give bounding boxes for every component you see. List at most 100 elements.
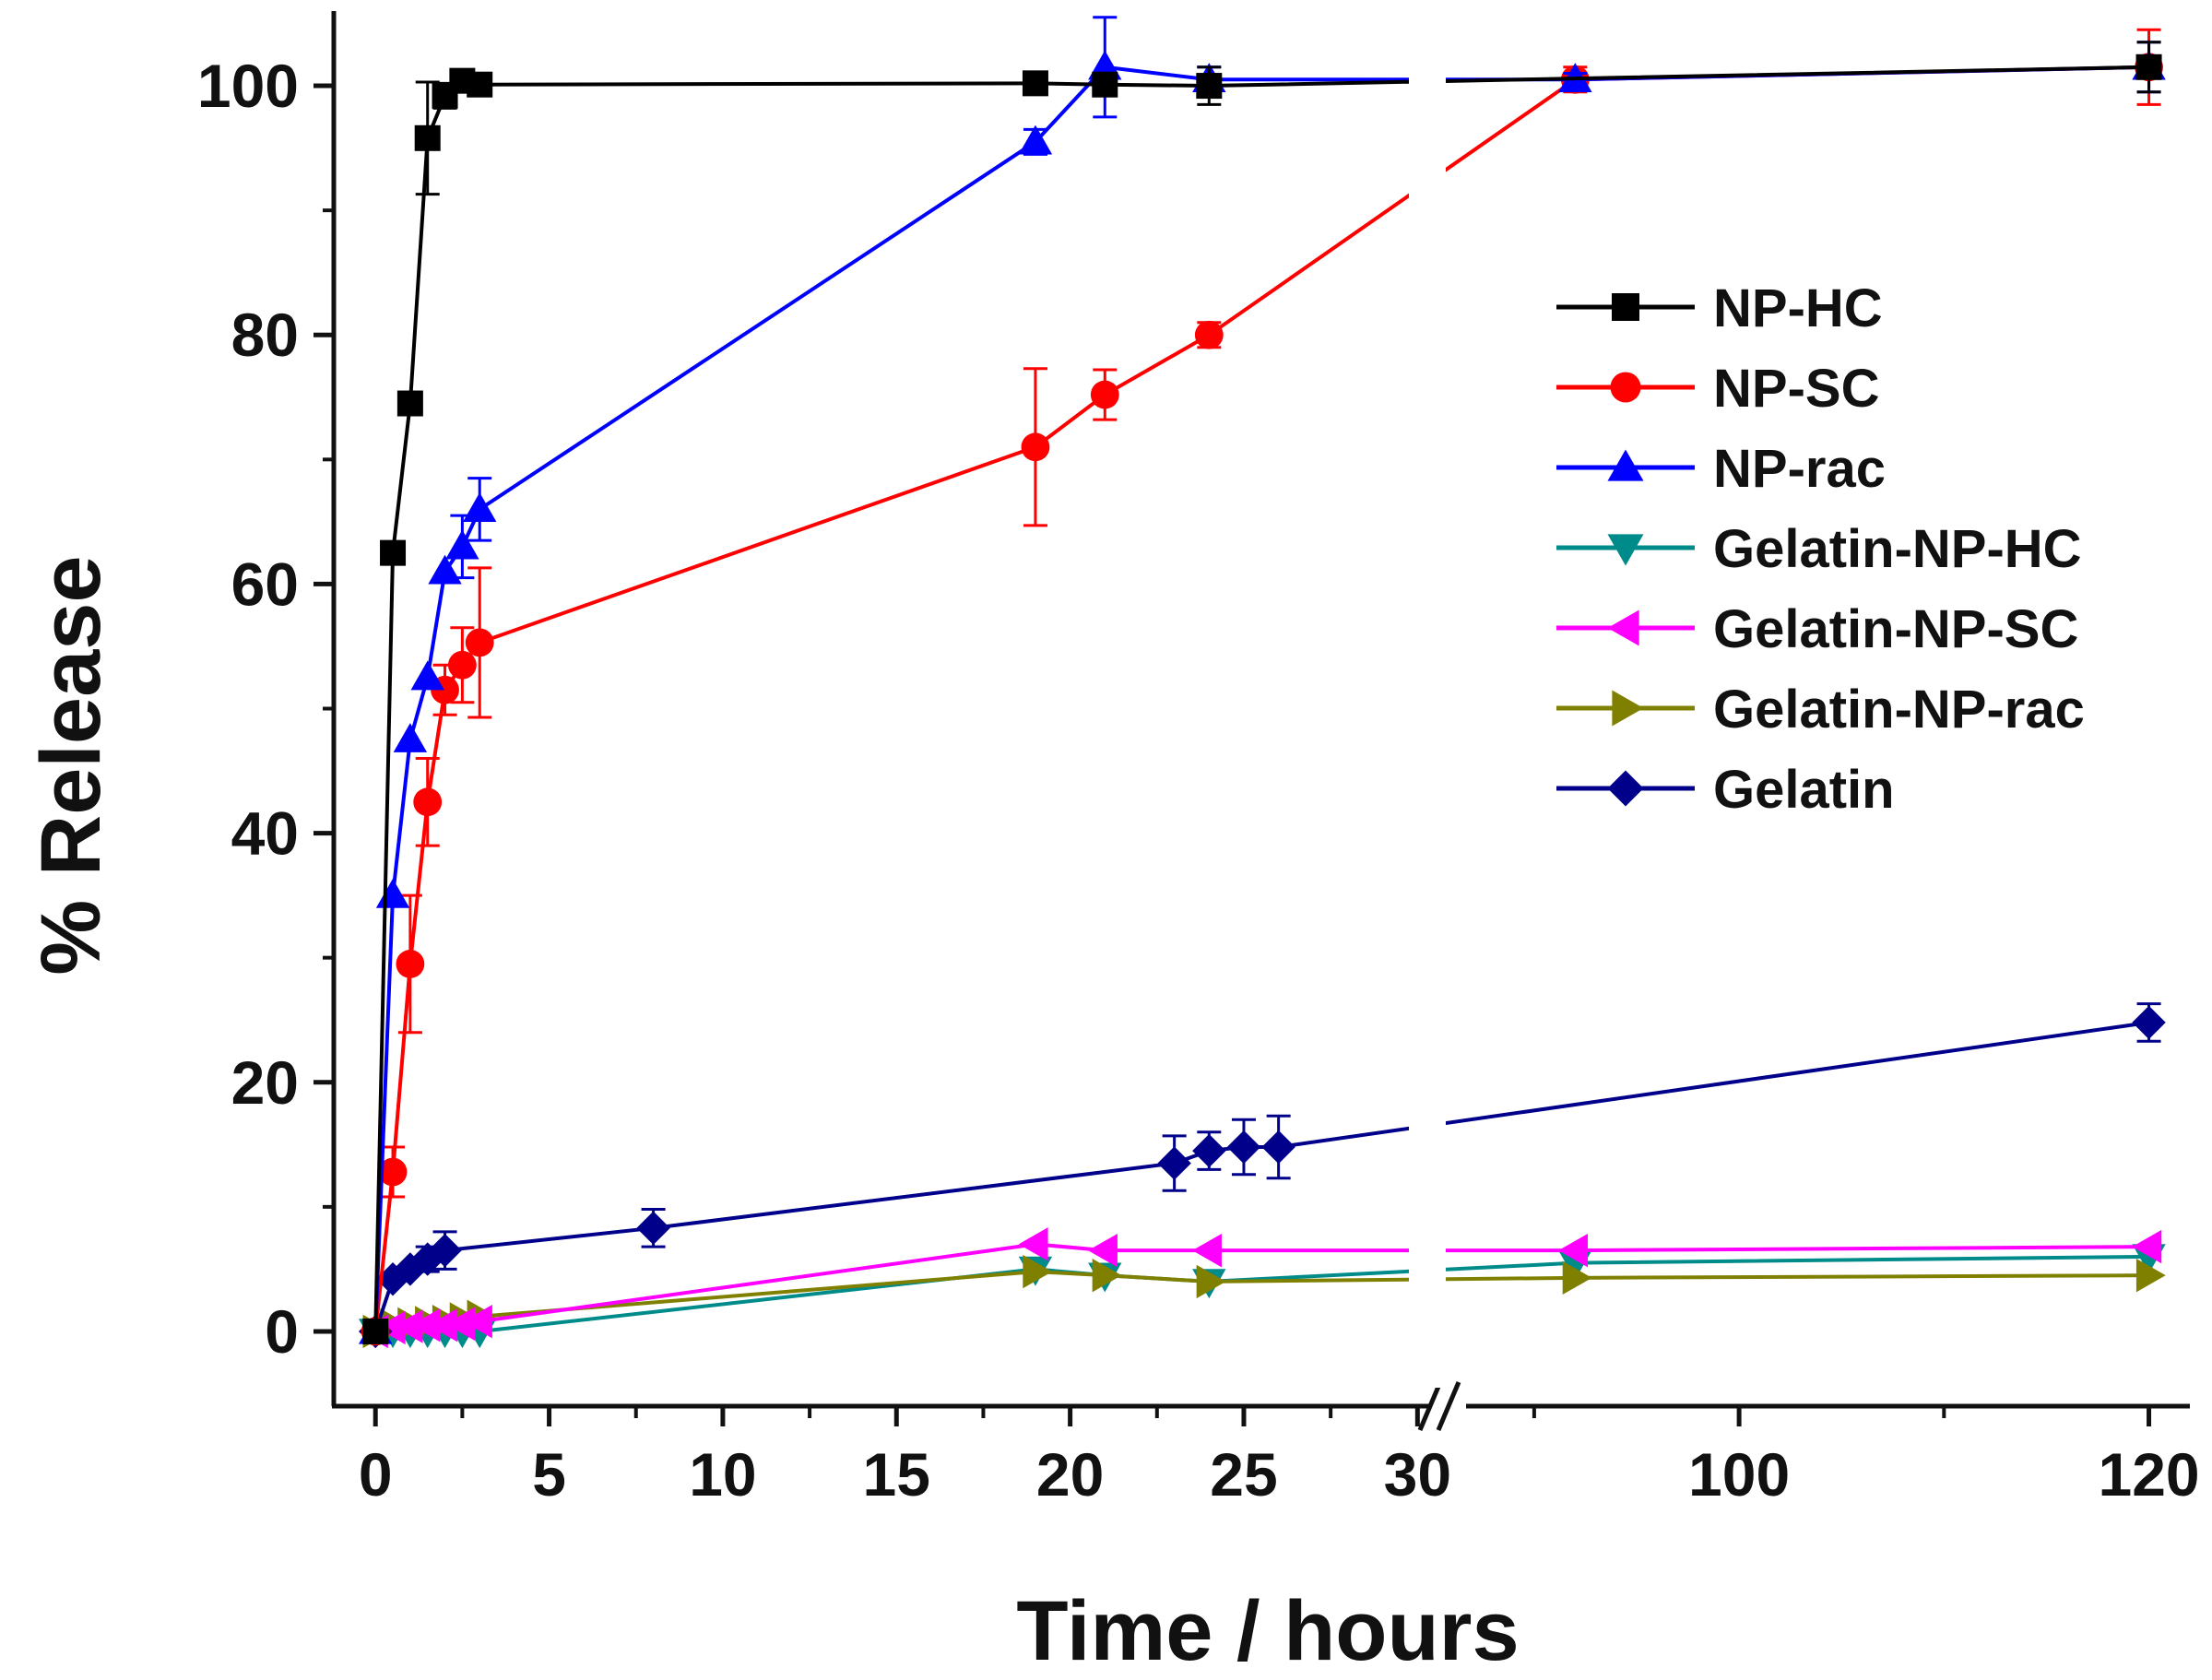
- x-tick-label: 15: [863, 1440, 930, 1508]
- axes: 0 20 40 60 80 100 0 5 10 15 20 25 30 100 120: [197, 11, 2200, 1508]
- data-point: [378, 1157, 408, 1187]
- x-axis-title: Time / hours: [1016, 1584, 1519, 1678]
- x-tick-label: 25: [1210, 1440, 1277, 1508]
- legend-marker: [1612, 293, 1639, 321]
- data-point: [1088, 1233, 1118, 1268]
- data-point: [1562, 1260, 1592, 1295]
- series-gelatin-np-hc: [359, 1244, 2166, 1349]
- data-point: [375, 1262, 410, 1296]
- data-point: [1022, 70, 1048, 97]
- data-point: [396, 950, 425, 978]
- legend-entry: Gelatin: [1556, 760, 1895, 820]
- axis-break-mark: [1417, 1381, 1443, 1431]
- data-point: [463, 492, 497, 523]
- data-point: [636, 1211, 670, 1246]
- x-tick-label: 100: [1688, 1440, 1790, 1508]
- x-tick-label: 120: [2098, 1440, 2199, 1508]
- axis-titles: Time / hours % Release: [24, 555, 1520, 1678]
- data-point: [463, 1304, 492, 1339]
- data-point: [1023, 1254, 1053, 1289]
- legend-label: Gelatin-NP-SC: [1713, 599, 2078, 659]
- data-point: [1192, 1233, 1222, 1268]
- data-point: [465, 628, 494, 657]
- data-point: [410, 660, 444, 691]
- legend-entry: Gelatin-NP-rac: [1556, 680, 2085, 739]
- series-line: [373, 65, 2149, 1332]
- data-point: [2132, 1229, 2162, 1264]
- x-tick-label: 30: [1384, 1440, 1451, 1508]
- data-point: [1194, 320, 1224, 349]
- data-point: [1092, 1258, 1122, 1293]
- series-line: [374, 1270, 2149, 1333]
- legend-label: Gelatin-NP-rac: [1713, 680, 2085, 739]
- data-point: [380, 539, 407, 566]
- data-point: [447, 650, 477, 680]
- axis-break-band: [1409, 48, 1446, 1388]
- data-point: [1090, 380, 1119, 409]
- legend-marker: [1607, 534, 1644, 566]
- data-point: [1192, 1133, 1226, 1168]
- data-point: [2132, 1005, 2166, 1040]
- axis-break-mark: [1436, 1381, 1461, 1431]
- data-point: [428, 1307, 458, 1343]
- x-tick-label: 20: [1036, 1440, 1104, 1508]
- data-point: [445, 529, 479, 560]
- series-line: [374, 1242, 2149, 1333]
- legend: NP-HC NP-SC NP-rac Gelatin-NP-HC Gelatin-NP-…: [1556, 278, 2085, 820]
- y-tick-label: 0: [265, 1297, 299, 1366]
- legend-label: Gelatin: [1713, 760, 1895, 820]
- data-point: [396, 390, 423, 417]
- y-tick-label: 40: [231, 799, 299, 868]
- data-point: [362, 1318, 389, 1344]
- y-axis-title: % Release: [24, 555, 118, 975]
- data-point: [410, 1307, 441, 1343]
- data-point: [467, 71, 493, 98]
- data-point: [2135, 53, 2162, 80]
- data-point: [428, 554, 462, 585]
- legend-marker: [1607, 449, 1644, 481]
- series-line: [373, 1020, 2149, 1332]
- legend-label: NP-rac: [1713, 439, 1886, 499]
- data-point: [375, 878, 410, 908]
- legend-entry: NP-rac: [1556, 439, 1886, 499]
- legend-entry: Gelatin-NP-SC: [1556, 599, 2078, 659]
- x-tick-label: 0: [359, 1440, 393, 1508]
- data-point: [1018, 124, 1053, 155]
- data-point: [1196, 1264, 1226, 1299]
- data-point: [2135, 1258, 2166, 1293]
- series-gelatin-np-sc: [359, 1227, 2162, 1349]
- legend-marker: [1607, 770, 1644, 807]
- legend-label: NP-SC: [1713, 359, 1879, 419]
- data-point: [1018, 1227, 1048, 1261]
- legend-marker: [1612, 690, 1644, 727]
- data-point: [428, 1233, 462, 1268]
- legend-entry: NP-SC: [1556, 359, 1879, 419]
- data-point: [1261, 1130, 1295, 1165]
- data-point: [393, 1309, 423, 1343]
- legend-marker: [1610, 372, 1641, 403]
- series-group: [359, 16, 2166, 1388]
- y-tick-label: 20: [231, 1048, 299, 1117]
- data-point: [1558, 1233, 1588, 1268]
- legend-marker: [1607, 609, 1639, 646]
- data-point: [1021, 432, 1050, 462]
- y-tick-label: 80: [231, 301, 299, 369]
- legend-entry: NP-HC: [1556, 278, 1883, 338]
- data-point: [1226, 1130, 1261, 1165]
- data-point: [413, 787, 443, 817]
- y-tick-label: 100: [197, 52, 299, 120]
- series-np-hc: [362, 41, 2162, 1344]
- series-line: [375, 1254, 2149, 1333]
- y-tick-label: 60: [231, 550, 299, 618]
- data-point: [1092, 71, 1118, 98]
- data-point: [1157, 1146, 1191, 1180]
- x-tick-label: 5: [532, 1440, 566, 1508]
- data-point: [1196, 73, 1223, 100]
- legend-label: Gelatin-NP-HC: [1713, 519, 2082, 579]
- x-tick-label: 10: [689, 1440, 756, 1508]
- data-point: [414, 124, 441, 151]
- data-point: [445, 1307, 476, 1342]
- legend-label: NP-HC: [1713, 278, 1883, 338]
- data-point: [375, 1310, 406, 1345]
